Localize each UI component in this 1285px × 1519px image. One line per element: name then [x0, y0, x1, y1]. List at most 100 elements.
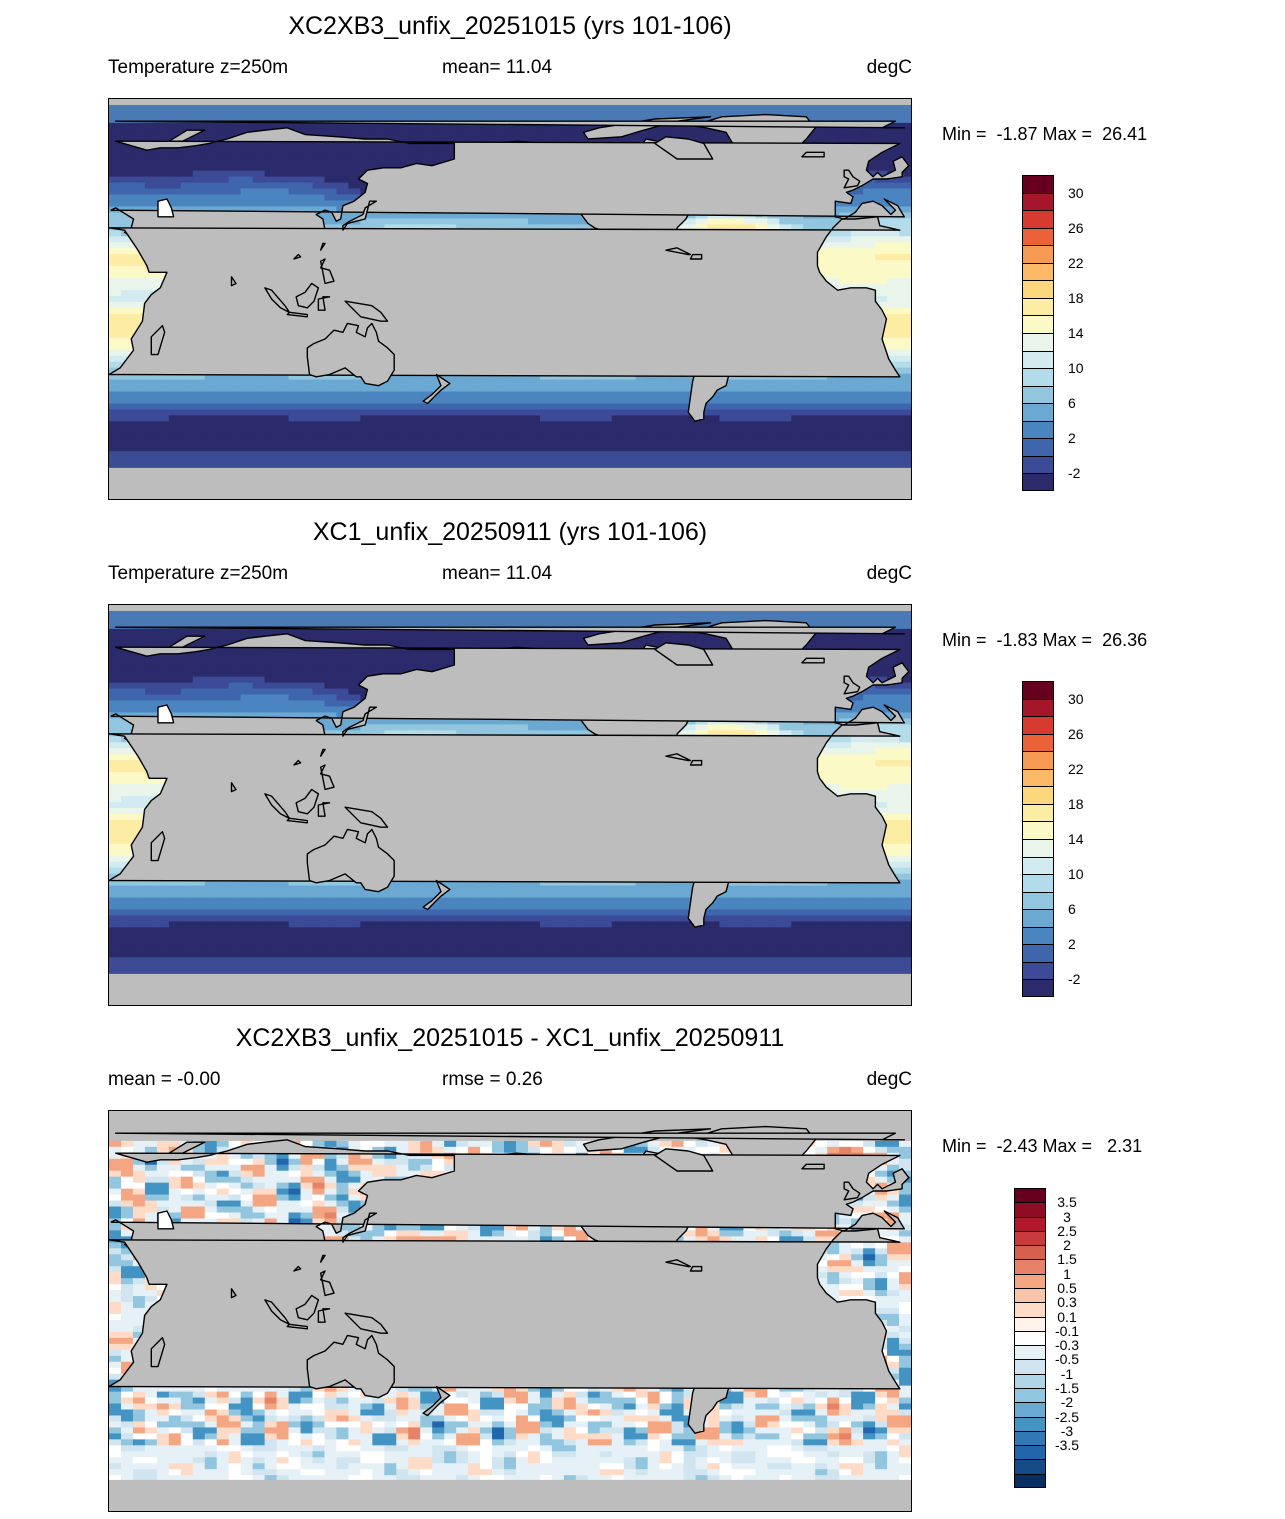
madagascar-shape: [150, 1336, 166, 1368]
colorbar-swatch: [1022, 979, 1054, 997]
difference-map: [108, 1110, 912, 1512]
colorbar-swatch: [1014, 1430, 1046, 1446]
colorbar-swatch: [1022, 350, 1054, 369]
colorbar-tick-label: 2.5: [1057, 1222, 1077, 1239]
colorbar-swatch: [1014, 1416, 1046, 1431]
colorbar-swatch: [1014, 1216, 1046, 1231]
colorbar-swatch: [1022, 961, 1054, 980]
colorbar-swatch: [1022, 333, 1054, 351]
colorbar-swatch: [1014, 1188, 1046, 1203]
srilanka-shape: [230, 1288, 237, 1299]
iceland-shape: [801, 151, 825, 158]
map-svg: [109, 605, 911, 1005]
colorbar-swatch: [1022, 280, 1054, 298]
colorbar-tick-label: -3.5: [1054, 1437, 1080, 1454]
colorbar-swatch: [1022, 856, 1054, 875]
britain-shape: [843, 169, 861, 189]
colorbar-swatch: [1022, 786, 1054, 804]
newguinea-shape: [344, 1312, 389, 1334]
madagascar-shape: [150, 324, 166, 356]
colorbar-swatch: [1022, 420, 1054, 439]
hainan-shape: [293, 1265, 302, 1272]
panel-left-label: mean = -0.00: [108, 1069, 221, 1090]
colorbar-tick-label: 22: [1068, 254, 1084, 271]
sulawesi-shape: [317, 1308, 331, 1323]
colorbar-swatch: [1014, 1259, 1046, 1274]
svalbard-shape: [114, 626, 906, 635]
colorbar-tick-label: 2: [1068, 936, 1076, 953]
colorbar-swatch: [1022, 874, 1054, 892]
australia-shape: [306, 1334, 395, 1399]
hispaniola-shape: [689, 1265, 703, 1272]
baffin-shape: [654, 136, 714, 160]
colorbar-swatch: [1022, 681, 1054, 699]
colorbar-tick-label: 26: [1068, 219, 1084, 236]
colorbar-swatch: [1022, 716, 1054, 734]
taiwan-shape: [319, 748, 326, 757]
britain-shape: [843, 675, 861, 695]
australia-shape: [306, 322, 395, 387]
srilanka-shape: [230, 276, 237, 287]
colorbar-swatch: [1022, 385, 1054, 404]
colorbar-swatch: [1014, 1316, 1046, 1331]
colorbar-swatch: [1014, 1345, 1046, 1360]
panel-units-label: degC: [866, 1069, 912, 1090]
colorbar-tick-label: -0.3: [1054, 1337, 1080, 1354]
colorbar-swatch: [1014, 1245, 1046, 1260]
colorbar-tick-label: 30: [1068, 690, 1084, 707]
min-max-label: Min = -1.87 Max = 26.41: [942, 124, 1148, 144]
colorbar-tick-label: 0.1: [1057, 1308, 1077, 1325]
philippines-shape: [319, 1270, 335, 1297]
temperature-map: [108, 604, 912, 1006]
japan-shape: [342, 200, 378, 231]
land-mask: [109, 1125, 911, 1511]
panel-units-label: degC: [866, 563, 912, 584]
panel-units-label: degC: [866, 57, 912, 78]
colorbar-swatch: [1022, 768, 1054, 787]
colorbar-tick-label: 1: [1063, 1265, 1071, 1282]
novaya-shape: [168, 635, 206, 648]
colorbar-tick-label: 10: [1068, 360, 1084, 377]
japan-shape: [342, 1212, 378, 1243]
newzealand-shape: [422, 373, 451, 405]
colorbar-swatch: [1022, 839, 1054, 857]
colorbar-tick-label: -2.5: [1054, 1408, 1080, 1425]
borneo-shape: [295, 282, 320, 309]
colorbar-swatch: [1022, 297, 1054, 316]
colorbar-swatch: [1022, 909, 1054, 927]
java-shape: [286, 817, 309, 824]
sulawesi-shape: [317, 802, 331, 817]
colorbar-tick-label: 0.3: [1057, 1294, 1077, 1311]
japan-shape: [342, 706, 378, 737]
novaya-shape: [168, 129, 206, 142]
java-shape: [286, 311, 309, 318]
colorbar-swatch: [1022, 368, 1054, 386]
colorbar-tick-label: 18: [1068, 289, 1084, 306]
iceland-shape: [801, 1163, 825, 1170]
panel-title: XC2XB3_unfix_20251015 (yrs 101-106): [288, 12, 732, 40]
britain-shape: [843, 1181, 861, 1201]
caspian-shape: [157, 1210, 175, 1230]
arcticislands-shape: [582, 1128, 712, 1152]
colorbar-swatch: [1014, 1330, 1046, 1346]
colorbar-swatch: [1014, 1373, 1046, 1388]
colorbar-tick-label: 1.5: [1057, 1251, 1077, 1268]
colorbar-swatch: [1022, 438, 1054, 456]
colorbar-tick-label: 6: [1068, 395, 1076, 412]
java-shape: [286, 1323, 309, 1330]
colorbar-tick-label: 3.5: [1057, 1194, 1077, 1211]
borneo-shape: [295, 1294, 320, 1321]
temperature-map: [108, 98, 912, 500]
colorbar-swatch: [1014, 1288, 1046, 1303]
land-mask: [109, 619, 911, 1005]
cuba-shape: [665, 753, 692, 762]
novaya-shape: [168, 1141, 206, 1154]
africa-shape: [109, 1228, 901, 1390]
min-max-label: Min = -1.83 Max = 26.36: [942, 630, 1148, 650]
newzealand-shape: [422, 1385, 451, 1417]
colorbar-swatch: [1022, 455, 1054, 474]
arcticislands-shape: [582, 116, 712, 140]
caspian-shape: [157, 704, 175, 724]
colorbar-tick-label: 18: [1068, 795, 1084, 812]
colorbar-swatch: [1014, 1273, 1046, 1288]
